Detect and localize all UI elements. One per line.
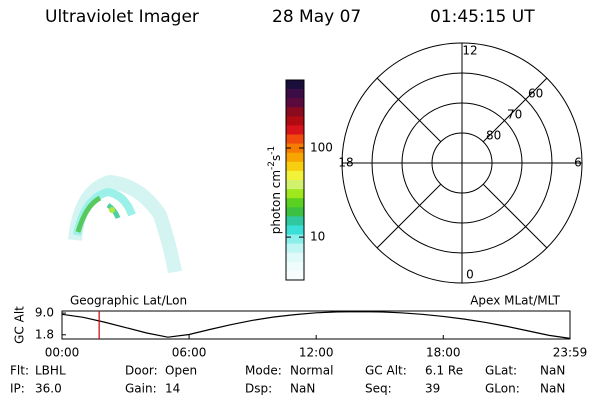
- colorbar-label-part: -2: [267, 161, 277, 170]
- info-value: 39: [425, 382, 440, 396]
- colorbar-band: [286, 80, 304, 90]
- colorbar-band: [286, 116, 304, 126]
- colorbar-band: [286, 234, 304, 244]
- info-label: GLon:: [485, 382, 520, 396]
- title: Ultraviolet Imager: [45, 7, 199, 27]
- date: 28 May 07: [272, 7, 361, 27]
- colorbar-band: [286, 125, 304, 135]
- altitude-line: [61, 311, 571, 339]
- info-label: GLat:: [485, 364, 517, 378]
- info-label: Gain:: [125, 382, 157, 396]
- colorbar-band: [286, 89, 304, 99]
- info-label: Seq:: [365, 382, 392, 396]
- info-label: Dsp:: [245, 382, 272, 396]
- colorbar-band: [286, 243, 304, 254]
- y-tick-label: 9.0: [35, 306, 54, 320]
- colorbar-band: [286, 270, 304, 281]
- colorbar-band: [286, 252, 304, 263]
- colorbar-band: [286, 189, 304, 199]
- colorbar-band: [286, 143, 304, 154]
- auroral-image: [68, 174, 182, 274]
- info-label: IP:: [10, 382, 25, 396]
- info-value: NaN: [540, 364, 565, 378]
- polar-diagonal: [482, 77, 548, 143]
- polar-ring-label: 60: [528, 87, 543, 101]
- info-label: Mode:: [245, 364, 282, 378]
- colorbar-band: [286, 180, 304, 190]
- colorbar-label-part: photon cm: [269, 170, 283, 234]
- y-tick-label: 1.8: [35, 327, 54, 341]
- info-label: GC Alt:: [365, 364, 407, 378]
- info-value: NaN: [290, 382, 315, 396]
- polar-ring-label: 80: [486, 129, 501, 143]
- x-tick-label: 23:59: [553, 346, 588, 360]
- colorbar-band: [286, 170, 304, 181]
- polar-ring-label: 70: [507, 108, 522, 122]
- info-value: NaN: [540, 382, 565, 396]
- info-value: Open: [165, 364, 197, 378]
- time: 01:45:15 UT: [430, 7, 535, 27]
- polar-diagonal: [482, 183, 548, 249]
- colorbar-band: [286, 134, 304, 144]
- x-tick-label: 12:00: [299, 346, 334, 360]
- colorbar-band: [286, 216, 304, 226]
- y-axis-label: GC Alt: [13, 306, 27, 344]
- x-tick-label: 18:00: [426, 346, 461, 360]
- info-value: LBHL: [35, 364, 66, 378]
- colorbar-label: photon cm-2s-1: [267, 146, 283, 235]
- info-value: 36.0: [35, 382, 62, 396]
- colorbar-band: [286, 261, 304, 272]
- colorbar-label-part: -1: [267, 146, 277, 155]
- right-label: Apex MLat/MLT: [470, 294, 560, 308]
- polar-diagonal: [376, 183, 442, 249]
- info-value: 6.1 Re: [425, 364, 463, 378]
- x-tick-label: 06:00: [172, 346, 207, 360]
- polar-hour-label: 12: [462, 44, 477, 58]
- colorbar-band: [286, 225, 304, 235]
- info-value: 14: [165, 382, 180, 396]
- polar-hour-label: 0: [466, 268, 474, 282]
- polar-hour-label: 18: [338, 156, 353, 170]
- plot-frame: [61, 310, 571, 340]
- colorbar-band: [286, 98, 304, 108]
- colorbar-tick-label: 100: [310, 141, 333, 155]
- left-label: Geographic Lat/Lon: [70, 294, 187, 308]
- polar-hour-label: 6: [574, 156, 582, 170]
- colorbar-band: [286, 207, 304, 217]
- colorbar-band: [286, 107, 304, 117]
- colorbar-band: [286, 198, 304, 208]
- colorbar-band: [286, 161, 304, 172]
- colorbar-band: [286, 152, 304, 163]
- info-label: Flt:: [10, 364, 29, 378]
- colorbar-tick-label: 10: [310, 230, 325, 244]
- polar-diagonal: [376, 77, 442, 143]
- info-value: Normal: [290, 364, 333, 378]
- x-tick-label: 00:00: [45, 346, 80, 360]
- info-label: Door:: [125, 364, 158, 378]
- colorbar-frame: [285, 79, 305, 281]
- colorbar-label-part: s: [269, 155, 283, 161]
